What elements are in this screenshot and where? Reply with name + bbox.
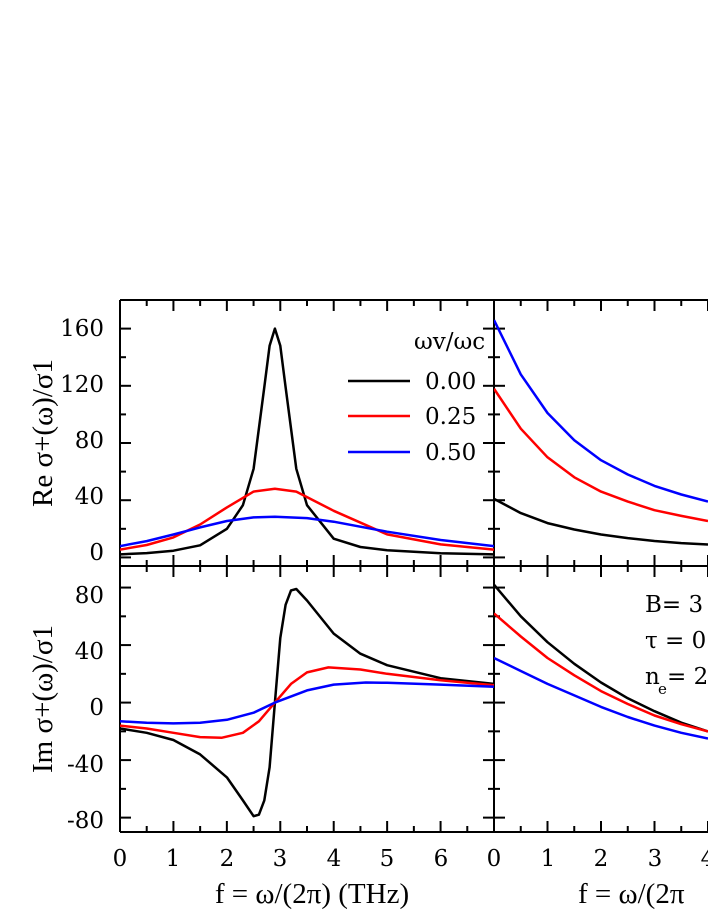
- lines-layer: [120, 319, 708, 818]
- param-B: B= 3: [645, 592, 703, 618]
- series-line-top-right-red: [494, 388, 708, 523]
- legend-label-000: 0.00: [425, 369, 476, 395]
- param-ne-value: = 2: [667, 664, 708, 690]
- ytick-label-top-40: 40: [75, 484, 104, 510]
- xtick-label-left-2: 2: [220, 846, 235, 872]
- ytick-label-top-120: 120: [60, 372, 104, 398]
- series-line-bottom-left-black: [120, 587, 494, 818]
- legend-label-025: 0.25: [425, 404, 476, 430]
- series-line-top-right-black: [494, 497, 708, 546]
- series-line-top-left-black: [120, 327, 494, 556]
- ytick-label-bottom-neg80: -80: [67, 808, 104, 834]
- ytick-label-top-80: 80: [75, 428, 104, 454]
- xtick-label-left-6: 6: [434, 846, 449, 872]
- ytick-label-bottom-80: 80: [75, 583, 104, 609]
- xtick-label-left-4: 4: [327, 846, 342, 872]
- series-line-bottom-right-blue: [494, 656, 708, 740]
- series-line-bottom-left-blue: [120, 681, 494, 725]
- xtick-label-right-1: 1: [541, 846, 556, 872]
- ytick-label-top-0: 0: [89, 540, 104, 566]
- series-line-top-left-red: [120, 487, 494, 551]
- ytick-label-bottom-0: 0: [89, 695, 104, 721]
- xtick-label-left-0: 0: [113, 846, 128, 872]
- ytick-label-top-160: 160: [60, 316, 104, 342]
- param-tau: τ = 0: [645, 628, 706, 654]
- xtick-label-right-2: 2: [594, 846, 609, 872]
- xtick-label-right-4: 4: [701, 846, 708, 872]
- param-ne-symbol: n: [645, 664, 660, 690]
- xtick-label-left-1: 1: [166, 846, 181, 872]
- series-line-top-left-blue: [120, 515, 494, 548]
- y-axis-title-top: Re σ+(ω)/σ1: [27, 359, 59, 507]
- xtick-label-right-0: 0: [487, 846, 502, 872]
- y-axis-title-bottom: Im σ+(ω)/σ1: [27, 625, 59, 773]
- ytick-label-bottom-40: 40: [75, 639, 104, 665]
- legend-title: ωv/ωc: [414, 329, 485, 355]
- series-line-bottom-right-black: [494, 583, 708, 733]
- x-axis-title-left: f = ω/(2π) (THz): [215, 878, 409, 910]
- param-ne-subscript: e: [658, 680, 667, 698]
- x-axis-title-right: f = ω/(2π: [578, 878, 685, 910]
- ytick-label-bottom-neg40: -40: [67, 752, 104, 778]
- legend-label-050: 0.50: [425, 440, 476, 466]
- xtick-label-left-5: 5: [380, 846, 395, 872]
- xtick-label-left-3: 3: [273, 846, 288, 872]
- series-line-bottom-right-red: [494, 612, 708, 733]
- series-line-top-right-blue: [494, 319, 708, 503]
- xtick-label-right-3: 3: [648, 846, 663, 872]
- ticks-layer: [119, 299, 708, 832]
